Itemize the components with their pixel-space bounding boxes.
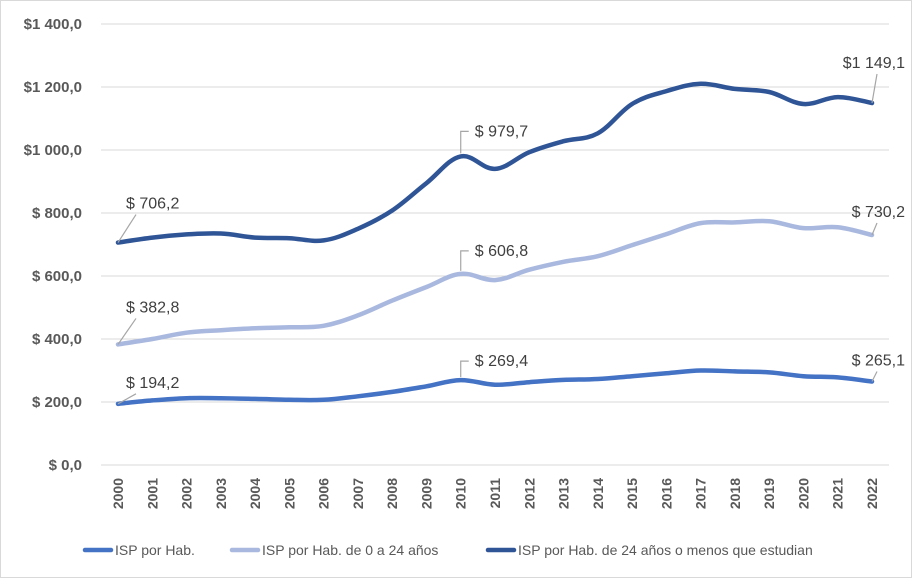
- x-tick-label: 2013: [556, 478, 572, 509]
- y-tick-label: $ 0,0: [49, 457, 82, 474]
- legend-label-1: ISP por Hab.: [115, 542, 195, 558]
- data-label: $ 269,4: [475, 353, 528, 370]
- x-tick-label: 2015: [624, 478, 640, 509]
- leader-line: [117, 393, 137, 405]
- leader-line: [460, 250, 469, 271]
- leader-line: [460, 360, 469, 378]
- leader-line: [117, 318, 137, 345]
- data-label: $ 194,2: [126, 375, 179, 392]
- leader-line: [117, 214, 137, 243]
- x-tick-label: 2002: [179, 478, 195, 509]
- x-tick-label: 2022: [864, 478, 880, 509]
- leader-line: [460, 130, 469, 154]
- x-tick-label: 2016: [658, 478, 674, 509]
- y-tick-label: $ 800,0: [32, 205, 82, 222]
- series-line-2: [115, 218, 875, 347]
- y-tick-label: $1 400,0: [24, 16, 82, 33]
- legend-label-2: ISP por Hab. de 0 a 24 años: [262, 542, 438, 558]
- y-tick-label: $1 200,0: [24, 79, 82, 96]
- series-line-1: [115, 368, 875, 407]
- data-label: $ 606,8: [475, 243, 528, 260]
- series-lines: [115, 81, 875, 407]
- leader-line: [871, 222, 878, 236]
- data-label: $ 382,8: [126, 299, 179, 316]
- x-tick-label: 2003: [213, 478, 229, 509]
- x-tick-label: 2008: [384, 478, 400, 509]
- x-tick-label: 2010: [453, 478, 469, 509]
- data-label: $ 706,2: [126, 196, 179, 213]
- x-tick-label: 2020: [795, 478, 811, 509]
- y-tick-label: $1 000,0: [24, 142, 82, 159]
- x-axis: 2000 2001 2002 2003 2004 2005 2006 2007 2008 2009…: [110, 478, 880, 509]
- x-tick-label: 2019: [761, 478, 777, 509]
- data-label: $1 149,1: [843, 55, 905, 72]
- data-label: $ 979,7: [475, 123, 528, 140]
- x-tick-label: 2018: [727, 478, 743, 509]
- data-label: $ 265,1: [852, 352, 905, 369]
- x-tick-label: 2005: [281, 478, 297, 509]
- x-tick-label: 2014: [590, 478, 606, 509]
- x-tick-label: 2004: [247, 478, 263, 509]
- x-tick-label: 2006: [316, 478, 332, 509]
- y-tick-label: $ 400,0: [32, 331, 82, 348]
- gridlines: [101, 23, 889, 466]
- x-tick-label: 2012: [521, 478, 537, 509]
- y-tick-label: $ 600,0: [32, 268, 82, 285]
- x-tick-label: 2000: [110, 478, 126, 509]
- x-tick-label: 2011: [487, 478, 503, 509]
- x-tick-label: 2009: [418, 478, 434, 509]
- legend: ISP por Hab. ISP por Hab. de 0 a 24 años I…: [82, 542, 813, 558]
- series-line-3: [115, 81, 875, 245]
- x-tick-label: 2001: [144, 478, 160, 509]
- x-tick-label: 2021: [830, 478, 846, 509]
- leader-line: [871, 73, 878, 104]
- x-tick-label: 2017: [693, 478, 709, 509]
- legend-label-3: ISP por Hab. de 24 años o menos que estu…: [518, 542, 813, 558]
- leader-line: [871, 371, 878, 382]
- x-tick-label: 2007: [350, 478, 366, 509]
- data-labels: $ 194,2 $ 269,4 $ 265,1 $ 382,8 $ 606,8 $ 730…: [117, 55, 905, 405]
- y-tick-label: $ 200,0: [32, 394, 82, 411]
- data-label: $ 730,2: [852, 204, 905, 221]
- y-axis: $ 0,0 $ 200,0 $ 400,0 $ 600,0 $ 800,0 $1 000,…: [24, 16, 82, 474]
